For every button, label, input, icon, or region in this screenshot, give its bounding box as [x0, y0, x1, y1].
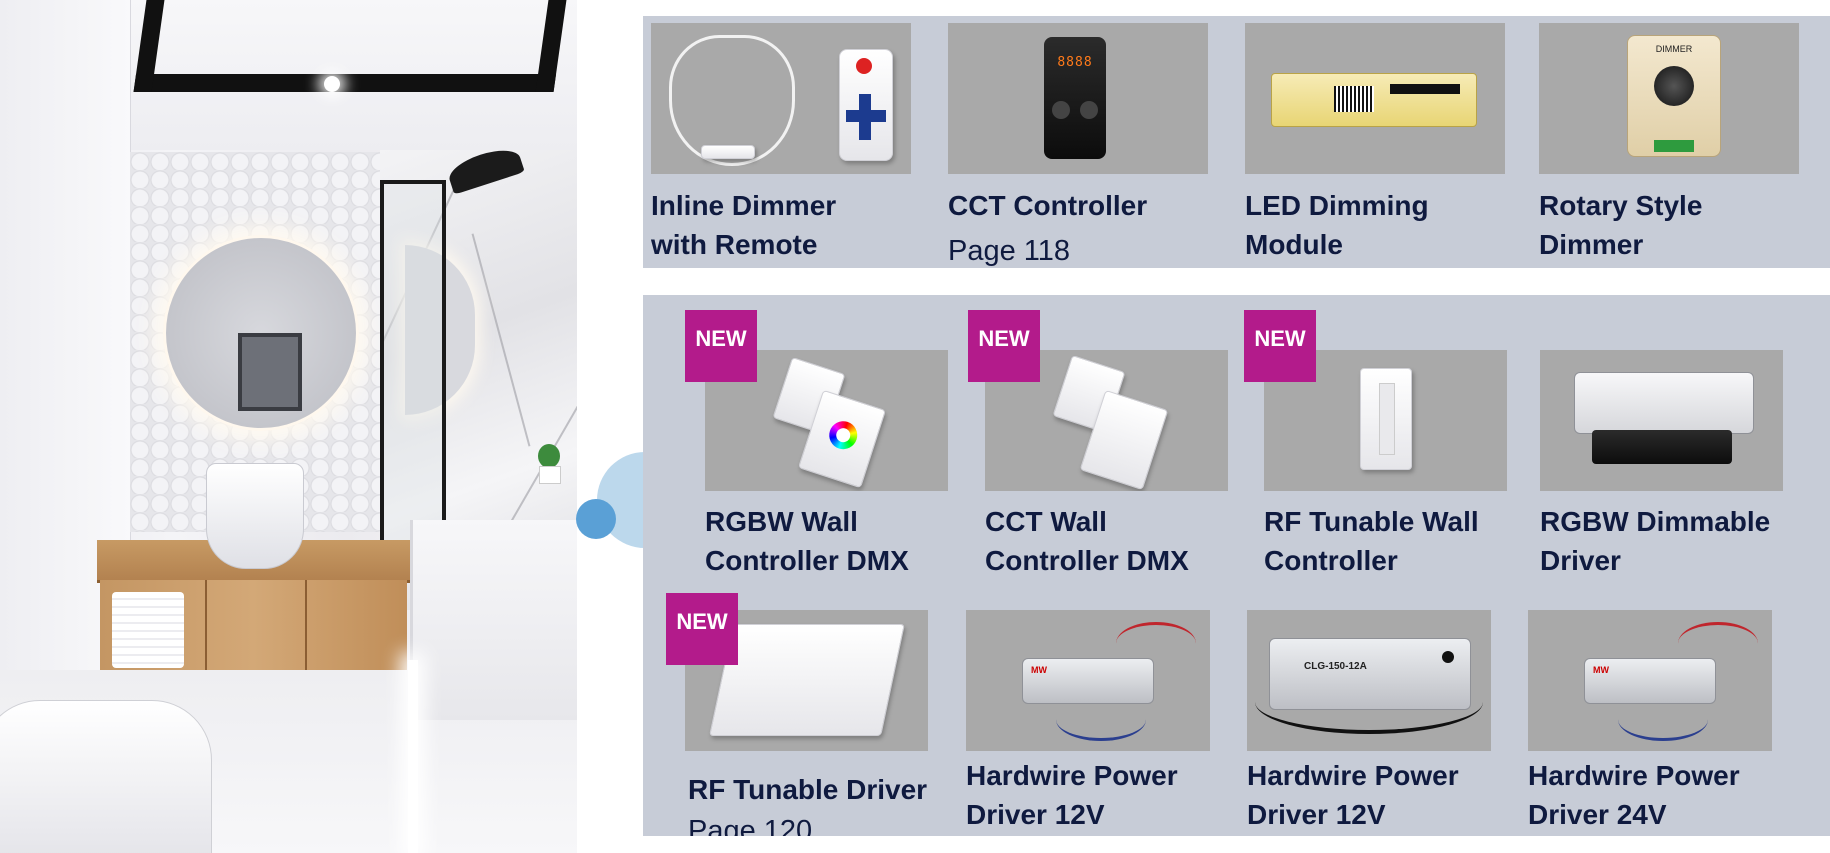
product-title: CCT Wall Controller DMX: [985, 506, 1189, 576]
product-title: CCT Controller: [948, 190, 1148, 221]
new-badge: NEW: [685, 310, 757, 382]
product-card-hardwire-driver-12v-a[interactable]: MW Hardwire Power Driver 12V: [966, 610, 1226, 836]
product-image-led-dimming-module: [1245, 23, 1505, 174]
potted-plant: [538, 444, 560, 468]
blue-wire-icon: [1618, 698, 1708, 741]
product-image-hardwire-driver-24v: MW: [1528, 610, 1772, 751]
bathtub: [410, 520, 577, 720]
ceiling-recess-frame: [133, 0, 567, 92]
terminal-block-icon: [1592, 430, 1732, 464]
product-image-rotary-dimmer: DIMMER: [1539, 23, 1799, 174]
dimmable-driver-icon: [1574, 372, 1754, 434]
drivers-panel: NEW RGBW Wall Controller DMX NEW CCT Wal…: [643, 295, 1830, 836]
hand-towel: [112, 592, 184, 668]
bathroom-photo: [0, 0, 577, 853]
slider-switch-icon: [1360, 368, 1412, 470]
toilet: [0, 700, 212, 853]
new-badge: NEW: [666, 593, 738, 665]
psu-brand-label: MW: [1031, 665, 1047, 675]
product-card-rf-tunable-driver[interactable]: NEW RF Tunable Driver Page 120: [666, 593, 946, 836]
product-card-hardwire-driver-24v[interactable]: MW Hardwire Power Driver 24V: [1528, 610, 1788, 836]
product-image-cct-controller: 8888: [948, 23, 1208, 174]
product-title: Rotary Style Dimmer: [1539, 190, 1703, 260]
controller-body-icon: 8888: [1044, 37, 1106, 159]
product-title: LED Dimming Module: [1245, 190, 1429, 260]
product-title: RF Tunable Driver: [688, 774, 928, 805]
psu-model-label: CLG-150-12A: [1304, 661, 1367, 672]
product-card-inline-dimmer[interactable]: Inline Dimmer with Remote: [651, 23, 911, 263]
dimming-module-icon: [1271, 73, 1477, 127]
round-backlit-mirror: [163, 235, 359, 431]
product-card-cct-wall-controller[interactable]: NEW CCT Wall Controller DMX: [968, 310, 1228, 576]
ceiling-spotlight: [324, 76, 340, 92]
red-wire-icon: [1116, 622, 1196, 665]
product-image-inline-dimmer: [651, 23, 911, 174]
product-title: RGBW Wall Controller DMX: [705, 506, 909, 576]
rotary-dimmer-icon: DIMMER: [1627, 35, 1721, 157]
product-image-hardwire-driver-12v-a: MW: [966, 610, 1210, 751]
mirror-reflection-door: [238, 333, 302, 411]
vessel-sink: [206, 463, 304, 569]
tunable-driver-box-icon: [709, 624, 905, 736]
product-card-cct-controller[interactable]: 8888 CCT Controller Page 118: [948, 23, 1208, 267]
plant-pot: [539, 466, 561, 484]
product-title: Hardwire Power Driver 24V: [1528, 760, 1740, 830]
led-display: 8888: [1057, 55, 1093, 70]
red-wire-icon: [1678, 622, 1758, 665]
product-title: RGBW Dimmable Driver: [1540, 506, 1771, 576]
product-card-led-dimming-module[interactable]: LED Dimming Module: [1245, 23, 1505, 263]
product-card-hardwire-driver-12v-b[interactable]: CLG-150-12A Hardwire Power Driver 12V: [1247, 610, 1507, 836]
led-strip-glow: [408, 660, 418, 853]
product-title: RF Tunable Wall Controller: [1264, 506, 1479, 576]
product-card-rf-tunable-wall-controller[interactable]: NEW RF Tunable Wall Controller: [1244, 310, 1534, 576]
product-title: Hardwire Power Driver 12V: [1247, 760, 1459, 830]
product-card-rgbw-wall-controller[interactable]: NEW RGBW Wall Controller DMX: [685, 310, 948, 576]
new-badge: NEW: [968, 310, 1040, 382]
product-page-ref: Page 120: [688, 815, 813, 836]
new-badge: NEW: [1244, 310, 1316, 382]
decorative-bubble-small: [576, 499, 616, 539]
psu-brand-label: MW: [1593, 665, 1609, 675]
rotary-label: DIMMER: [1655, 44, 1693, 54]
product-image-hardwire-driver-12v-b: CLG-150-12A: [1247, 610, 1491, 751]
black-cable-icon: [1255, 670, 1483, 734]
product-title: Hardwire Power Driver 12V: [966, 760, 1178, 830]
product-card-rotary-dimmer[interactable]: DIMMER Rotary Style Dimmer: [1539, 23, 1799, 263]
product-page-ref: Page 118: [948, 235, 1071, 267]
blue-wire-icon: [1056, 698, 1146, 741]
inline-switch-icon: [701, 145, 755, 159]
product-card-rgbw-dimmable-driver[interactable]: RGBW Dimmable Driver: [1540, 310, 1820, 576]
remote-control-icon: [839, 49, 893, 161]
product-image-rgbw-dimmable-driver: [1540, 350, 1783, 491]
cable-loop-icon: [669, 35, 795, 166]
product-title: Inline Dimmer with Remote: [651, 190, 837, 260]
shower-glass-panel: [380, 180, 446, 583]
controllers-panel: Inline Dimmer with Remote 8888 CCT Contr…: [643, 16, 1830, 268]
